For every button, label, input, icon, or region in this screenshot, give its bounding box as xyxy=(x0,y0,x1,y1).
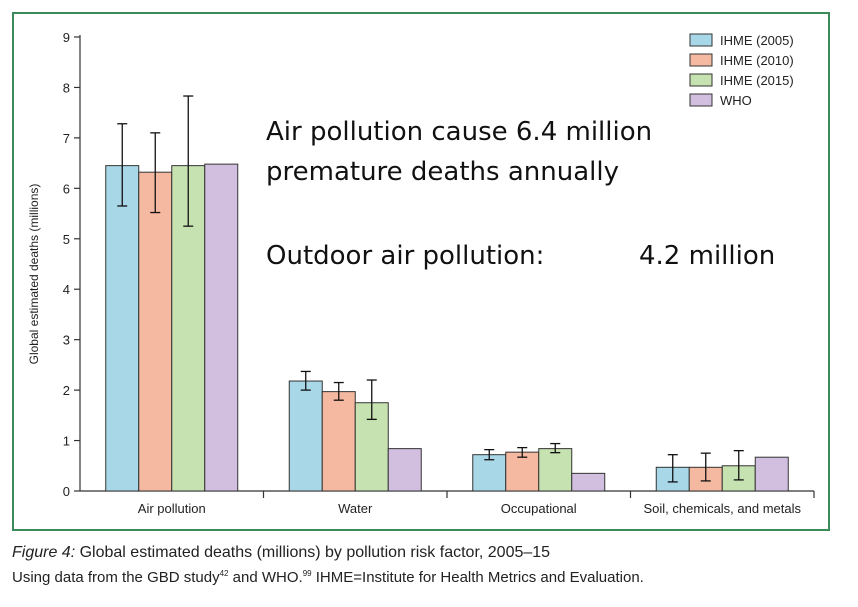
bar-who-2 xyxy=(571,472,606,492)
caption-source-part1: Using data from the GBD study xyxy=(12,569,220,586)
legend-label: IHME (2010) xyxy=(720,53,794,68)
x-tick-label: Occupational xyxy=(501,501,577,516)
legend-label: WHO xyxy=(720,93,752,108)
y-axis-title: Global estimated deaths (millions) xyxy=(27,184,41,365)
y-tick-label: 5 xyxy=(63,232,70,247)
y-tick-label: 3 xyxy=(63,333,70,348)
legend-label: IHME (2005) xyxy=(720,33,794,48)
bar-ihme-2010-0 xyxy=(138,171,173,492)
x-tick-label: Water xyxy=(338,501,373,516)
legend-swatch xyxy=(689,93,713,107)
y-tick-label: 6 xyxy=(63,181,70,196)
legend-swatch xyxy=(689,73,713,87)
caption-source-line: Using data from the GBD study42 and WHO.… xyxy=(12,564,842,588)
bar-ihme-2010-2 xyxy=(505,451,540,492)
bar-ihme-2010-1 xyxy=(321,391,356,492)
bar-ihme-2005-0 xyxy=(105,165,140,492)
caption-source-part2: and WHO. xyxy=(228,569,303,586)
y-tick-label: 7 xyxy=(63,131,70,146)
bar-who-0 xyxy=(204,163,239,492)
legend-swatch xyxy=(689,53,713,67)
figure-label: Figure 4: xyxy=(12,544,76,561)
legend: IHME (2005) IHME (2010) IHME (2015) WHO xyxy=(689,33,794,108)
plot-area: 0 1 2 3 4 5 6 7 8 9 Air pollution Water Occupational… xyxy=(63,30,815,516)
figure-caption: Figure 4: Global estimated deaths (milli… xyxy=(12,542,842,588)
y-tick-label: 9 xyxy=(63,30,70,45)
bar-ihme-2015-2 xyxy=(538,448,573,492)
chart-frame: 0 1 2 3 4 5 6 7 8 9 Air pollution Water Occupational… xyxy=(12,12,830,531)
caption-title-line: Figure 4: Global estimated deaths (milli… xyxy=(12,542,842,564)
annotation-line-3-label: Outdoor air pollution: xyxy=(266,241,544,271)
annotation-line-3-value: 4.2 million xyxy=(639,241,775,271)
y-tick-label: 8 xyxy=(63,80,70,95)
legend-swatch xyxy=(689,33,713,47)
caption-title: Global estimated deaths (millions) by po… xyxy=(79,544,551,561)
bar-who-1 xyxy=(387,448,422,492)
annotation-line-1: Air pollution cause 6.4 million xyxy=(266,117,652,147)
caption-source-part3: IHME=Institute for Health Metrics and Ev… xyxy=(311,569,644,586)
legend-label: IHME (2015) xyxy=(720,73,794,88)
caption-ref-99: 99 xyxy=(302,569,312,578)
y-tick-label: 0 xyxy=(63,484,70,499)
x-tick-label: Air pollution xyxy=(138,501,206,516)
y-tick-label: 1 xyxy=(63,434,70,449)
annotation-line-2: premature deaths annually xyxy=(266,157,619,187)
annotation: Air pollution cause 6.4 million prematur… xyxy=(266,117,775,271)
bar-who-3 xyxy=(754,456,789,492)
y-tick-label: 2 xyxy=(63,383,70,398)
x-tick-label: Soil, chemicals, and metals xyxy=(643,501,801,516)
caption-ref-42: 42 xyxy=(219,569,229,578)
y-tick-label: 4 xyxy=(63,282,70,297)
bar-ihme-2005-1 xyxy=(288,380,323,492)
bar-chart: 0 1 2 3 4 5 6 7 8 9 Air pollution Water Occupational… xyxy=(27,30,815,516)
